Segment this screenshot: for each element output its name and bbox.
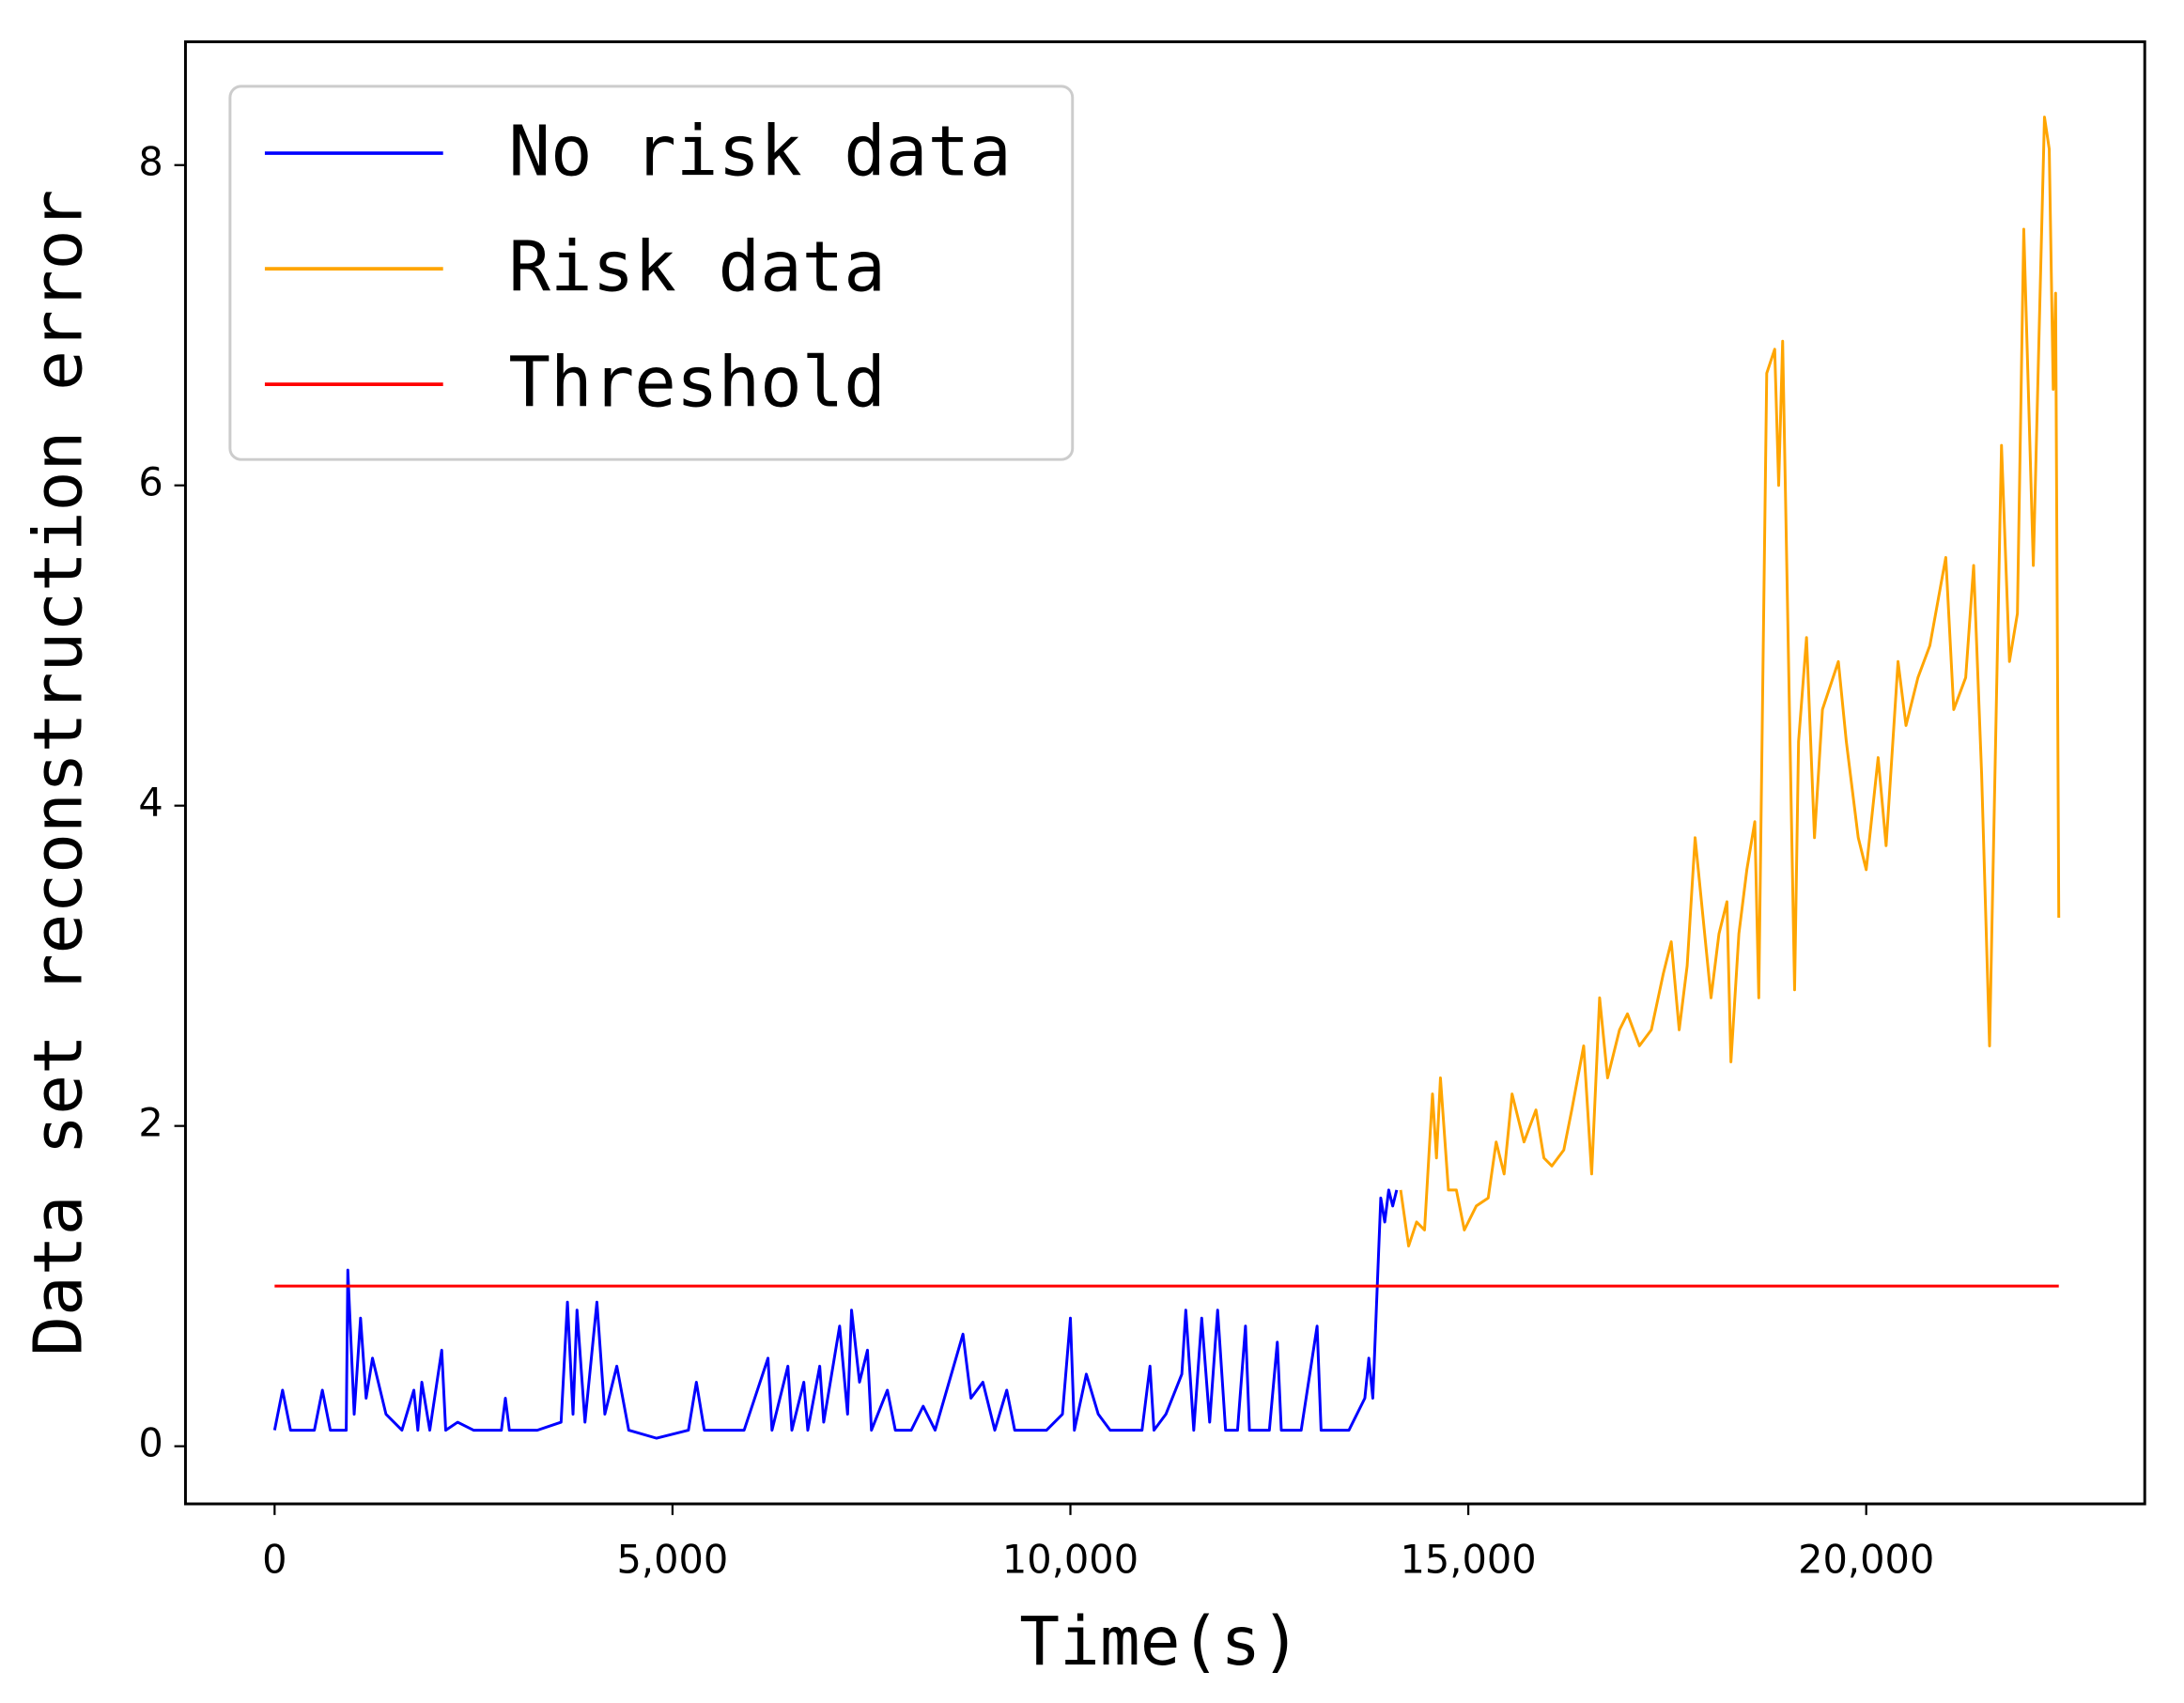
x-axis-label: Time(s) bbox=[1019, 1602, 1301, 1680]
x-tick-label: 10,000 bbox=[1002, 1536, 1138, 1582]
y-tick-label: 4 bbox=[138, 780, 163, 826]
y-tick-label: 0 bbox=[138, 1420, 163, 1466]
legend-box bbox=[228, 85, 1075, 461]
x-tick-label: 15,000 bbox=[1400, 1536, 1536, 1582]
plot-frame bbox=[183, 39, 2146, 1506]
legend-label: Threshold bbox=[508, 343, 886, 424]
x-tick-label: 20,000 bbox=[1798, 1536, 1934, 1582]
y-tick-label: 8 bbox=[138, 139, 163, 185]
legend-label: Risk data bbox=[508, 227, 886, 308]
y-axis-label: Data set reconstruction error bbox=[20, 190, 98, 1356]
x-tick-label: 0 bbox=[262, 1536, 287, 1582]
data-line bbox=[272, 1188, 1399, 1440]
legend-label: No risk data bbox=[508, 112, 1011, 193]
data-line bbox=[1399, 116, 2061, 1248]
x-tick-label: 5,000 bbox=[617, 1536, 729, 1582]
y-tick-label: 2 bbox=[138, 1100, 163, 1146]
y-tick-label: 6 bbox=[138, 459, 163, 505]
